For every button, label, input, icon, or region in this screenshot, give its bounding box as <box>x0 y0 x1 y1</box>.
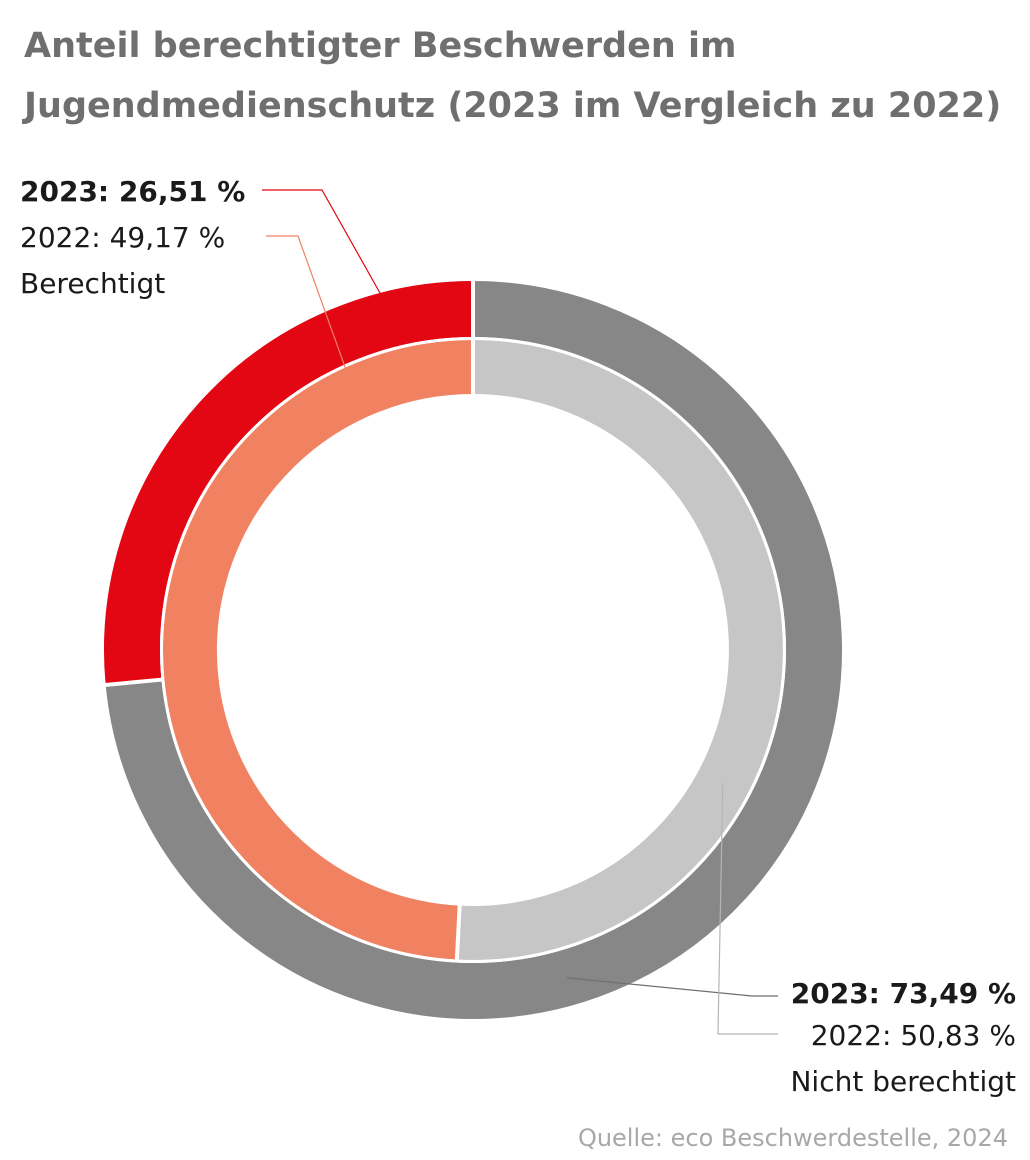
leader-line-berechtigt-2023 <box>262 189 395 319</box>
chart-title-line-2: Jugendmedienschutz (2023 im Vergleich zu… <box>24 86 1002 126</box>
ring-2023-separator-1 <box>104 677 163 688</box>
ring-2022-berechtigt-arc <box>162 340 474 960</box>
label-nicht-berechtigt-category: Nicht berechtigt <box>790 1065 1016 1098</box>
ring-2022-nicht-berechtigt-arc <box>456 340 783 960</box>
leader-line-nicht-berechtigt-2022 <box>717 782 778 1035</box>
ring-2023-berechtigt-arc <box>104 281 474 685</box>
label-nicht-berechtigt-2022: 2022: 50,83 % <box>810 1019 1016 1052</box>
label-berechtigt-2022: 2022: 49,17 % <box>20 221 226 254</box>
label-berechtigt-2023: 2023: 26,51 % <box>20 175 246 208</box>
leader-line-nicht-berechtigt-2023 <box>566 977 778 997</box>
leader-line-berechtigt-2022 <box>266 235 355 394</box>
label-berechtigt-category: Berechtigt <box>20 267 166 300</box>
ring-gap <box>160 337 786 963</box>
label-nicht-berechtigt-2023: 2023: 73,49 % <box>790 977 1016 1010</box>
chart-title-line-1: Anteil berechtigter Beschwerden im <box>24 26 737 66</box>
chart-title: Anteil berechtigter Beschwerden im Jugen… <box>24 16 1014 136</box>
ring-2023-nicht-berechtigt-arc <box>105 281 842 1019</box>
source-note: Quelle: eco Beschwerdestelle, 2024 <box>577 1124 1008 1152</box>
ring-2022-separator-1 <box>454 904 462 961</box>
